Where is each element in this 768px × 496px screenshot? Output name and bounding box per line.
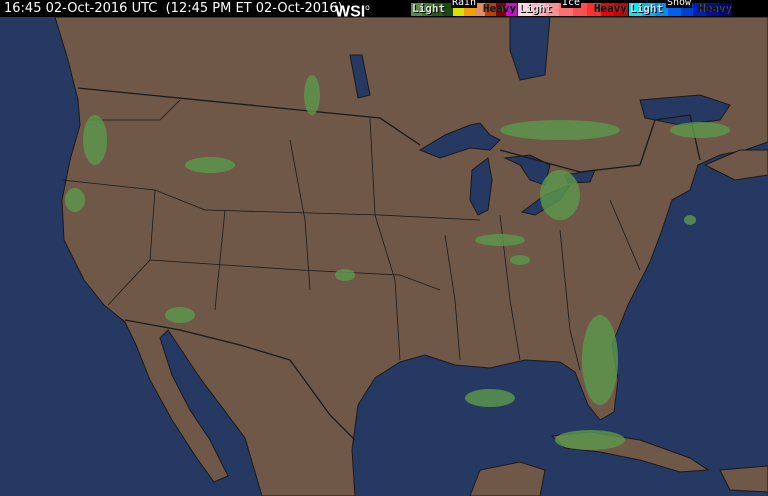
radar-echo	[65, 188, 85, 212]
legend-swatch	[518, 3, 532, 16]
legend-swatch	[706, 3, 720, 16]
legend-swatch	[474, 3, 486, 16]
header-bar: 16:45 02-Oct-2016 UTC (12:45 PM ET 02-Oc…	[0, 0, 768, 20]
legend-swatch	[719, 3, 732, 16]
legend-swatch	[600, 3, 615, 16]
radar-echo	[555, 430, 625, 450]
radar-echo	[83, 115, 107, 165]
lake-winnipeg	[349, 54, 371, 99]
legend-swatch	[485, 3, 496, 16]
gulf-st-lawrence	[639, 94, 731, 126]
nova-scotia	[703, 149, 768, 181]
legend-swatch	[495, 3, 507, 16]
legend-swatch	[614, 3, 628, 16]
radar-echoes	[65, 75, 730, 450]
legend-swatch	[545, 3, 560, 16]
hispaniola	[719, 465, 768, 493]
legend-snow: Light Snow Heavy	[629, 0, 732, 16]
legend-rain: Light Rain Heavy	[411, 0, 517, 16]
radar-echo	[475, 234, 525, 246]
legend-ice-heavy: Heavy	[593, 2, 627, 15]
us-mexico-border	[124, 319, 356, 441]
legend-snow-light: Light	[630, 2, 664, 15]
lake-michigan	[469, 157, 493, 216]
timestamp-title: 16:45 02-Oct-2016 UTC (12:45 PM ET 02-Oc…	[4, 1, 343, 16]
legend-swatch	[421, 3, 433, 16]
radar-echo	[500, 120, 620, 140]
legend-rain-heavy: Heavy	[482, 2, 516, 15]
legend-swatch	[432, 3, 443, 16]
radar-echo	[165, 307, 195, 323]
legend-swatch	[641, 3, 655, 16]
legend-ice: Light Ice Heavy	[518, 0, 628, 16]
hudson-bay-edge	[509, 16, 551, 81]
radar-echo	[684, 215, 696, 225]
radar-echo	[335, 269, 355, 281]
legend-swatch	[506, 3, 517, 16]
radar-echo	[465, 389, 515, 407]
lake-superior	[418, 122, 501, 159]
legend-swatch	[453, 3, 464, 16]
legend-rain-label: Rain	[451, 0, 478, 8]
radar-echo	[670, 122, 730, 138]
radar-echo	[582, 315, 618, 405]
legend-rain-light: Light	[412, 2, 446, 15]
legend-swatch	[629, 3, 642, 16]
north-america-land	[54, 16, 768, 496]
radar-echo	[540, 170, 580, 220]
radar-echo	[510, 255, 530, 265]
legend-swatch	[586, 3, 601, 16]
legend-snow-label: Snow	[666, 0, 693, 8]
legend-swatch	[442, 3, 454, 16]
wsi-logo: WSIo	[335, 3, 370, 21]
yucatan	[469, 461, 546, 496]
legend-ice-label: Ice	[561, 0, 582, 8]
radar-echo	[304, 75, 320, 115]
legend-swatch	[531, 3, 546, 16]
legend-snow-heavy: Heavy	[697, 2, 731, 15]
legend-swatch	[654, 3, 668, 16]
legend-swatch	[463, 3, 475, 16]
legend-swatch	[693, 3, 707, 16]
radar-echo	[185, 157, 235, 173]
legend-swatch	[411, 3, 422, 16]
legend-ice-light: Light	[519, 2, 553, 15]
land-masses	[54, 16, 768, 496]
